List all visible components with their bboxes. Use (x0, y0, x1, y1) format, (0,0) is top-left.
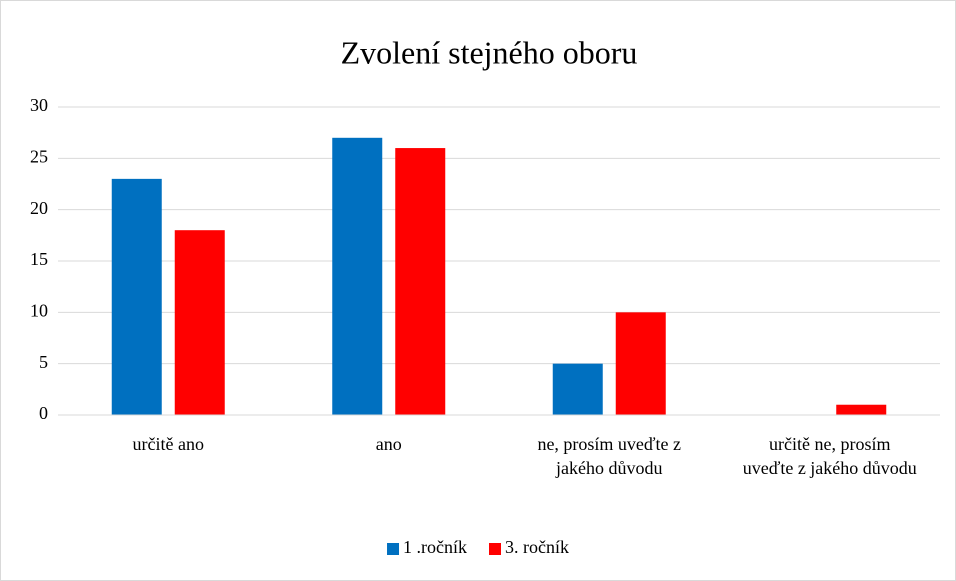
legend-label: 3. ročník (505, 537, 569, 557)
y-tick-label: 5 (39, 352, 48, 372)
bar (615, 312, 666, 415)
legend-label: 1 .ročník (403, 537, 467, 557)
legend-swatch (387, 543, 400, 555)
bar (174, 230, 225, 415)
y-tick-label: 0 (39, 403, 48, 423)
x-tick-label: ne, prosím uveďte z jakého důvodu (537, 434, 681, 478)
x-tick-label: určitě ano (133, 434, 204, 454)
y-tick-label: 20 (30, 198, 48, 218)
y-tick-label: 25 (30, 146, 48, 166)
legend-swatch (489, 543, 501, 555)
bar (111, 178, 162, 415)
x-tick-label: ano (376, 434, 402, 454)
chart-title: Zvolení stejného oboru (341, 34, 638, 70)
bar (836, 404, 887, 415)
y-tick-label: 10 (30, 300, 48, 320)
y-tick-label: 15 (30, 249, 48, 269)
x-tick-label: určitě ne, prosím uveďte z jakého důvodu (743, 434, 917, 478)
y-tick-label: 30 (30, 95, 48, 115)
bar (395, 148, 446, 416)
bar (552, 363, 603, 415)
bar (332, 137, 383, 416)
